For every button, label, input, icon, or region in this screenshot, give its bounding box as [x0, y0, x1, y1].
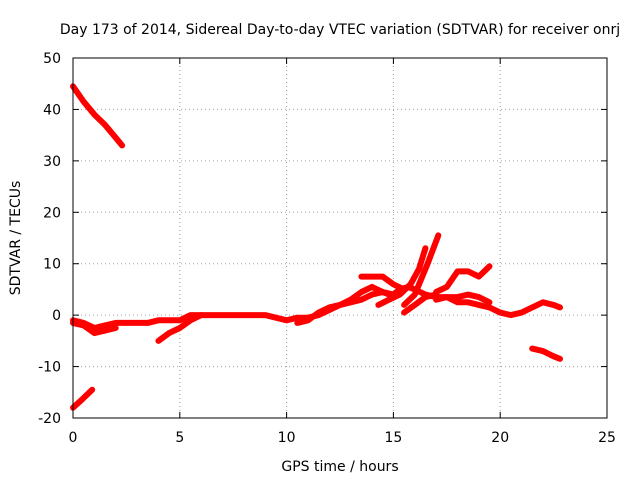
y-tick-label: -10 [38, 360, 61, 376]
x-tick-label: 0 [69, 430, 78, 446]
sdtvar-series-segment [433, 263, 493, 295]
x-tick-label: 5 [175, 430, 184, 446]
x-tick-label: 25 [598, 430, 616, 446]
sdtvar-series-segment [358, 273, 408, 293]
sdtvar-series-segment [155, 312, 205, 344]
sdtvar-series-segment [401, 232, 442, 308]
sdtvar-series-segment [70, 83, 126, 149]
y-axis-label: SDTVAR / TECUs [8, 181, 24, 296]
sdtvar-series-segment [70, 386, 96, 411]
sdtvar-series-segment [401, 291, 440, 316]
tick-layer [72, 57, 608, 419]
y-tick-label: 10 [43, 257, 61, 273]
sdtvar-series-segment [294, 283, 393, 326]
y-tick-label: 30 [43, 154, 61, 170]
sdtvar-series-segment [529, 345, 563, 362]
y-tick-label: -20 [38, 411, 61, 427]
y-tick-labels: -20 -10 0 10 20 30 40 50 [38, 51, 61, 427]
plot-frame [72, 57, 608, 419]
sdtvar-series-segment [375, 245, 429, 308]
y-tick-label: 0 [52, 308, 61, 324]
y-tick-label: 20 [43, 205, 61, 221]
chart-title: Day 173 of 2014, Sidereal Day-to-day VTE… [60, 22, 620, 38]
x-tick-labels: 0 5 10 15 20 25 [69, 430, 616, 446]
x-tick-label: 15 [384, 430, 402, 446]
sdtvar-series-segment [433, 291, 493, 306]
x-tick-label: 10 [278, 430, 296, 446]
series-layer [70, 83, 563, 411]
sdtvar-series-segment [70, 283, 563, 331]
grid-layer [73, 58, 607, 418]
y-tick-label: 40 [43, 102, 61, 118]
y-tick-label: 50 [43, 51, 61, 67]
x-tick-label: 20 [491, 430, 509, 446]
sdtvar-series-segment [70, 319, 119, 337]
x-axis-label: GPS time / hours [281, 459, 398, 475]
